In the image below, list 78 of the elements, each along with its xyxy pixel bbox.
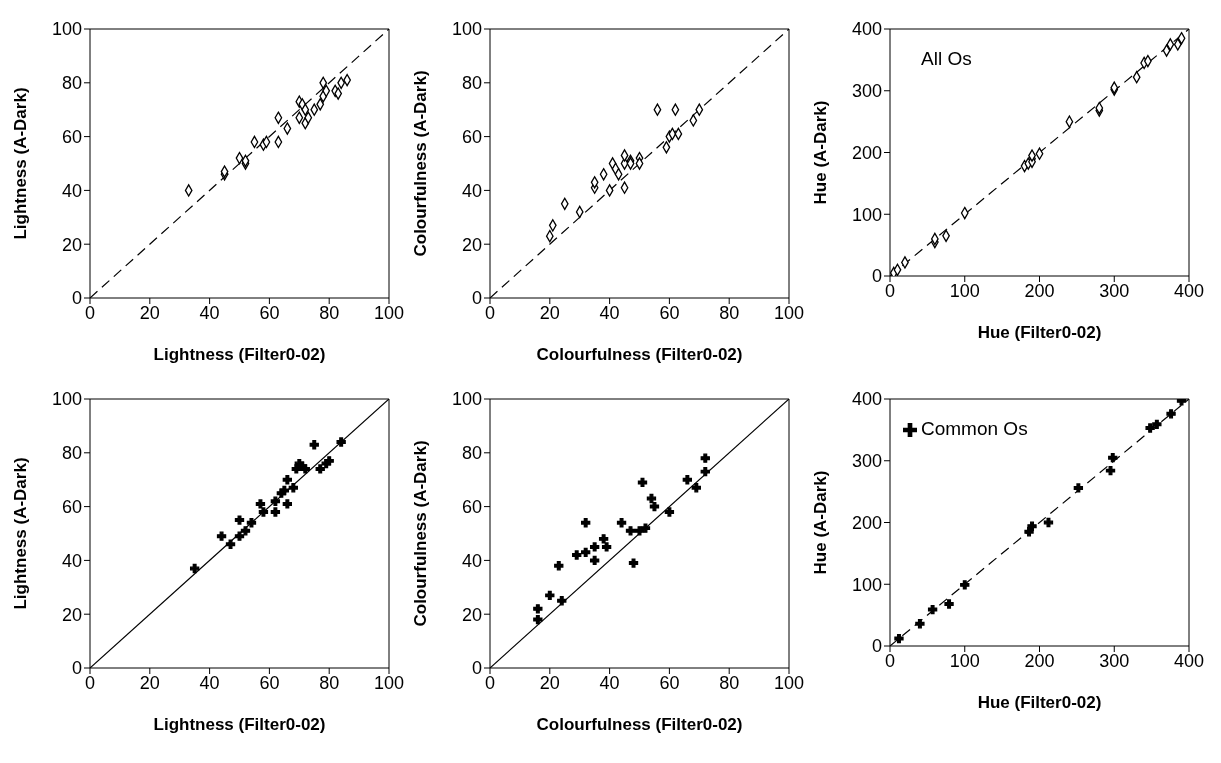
y-tick-label: 400 [851,19,882,40]
y-tick-label: 60 [61,496,82,517]
y-tick-label: 100 [451,19,482,40]
x-tick-label: 80 [319,672,340,693]
x-tick-label: 80 [719,302,740,323]
y-tick-label: 300 [851,81,882,102]
x-tick-label: 300 [1099,650,1130,671]
y-axis-title: Hue (A-Dark) [811,470,831,575]
text: All Os [921,48,972,69]
y-tick-label: 80 [461,443,482,464]
y-tick-label: 100 [851,204,882,225]
y-tick-label: 40 [461,180,482,201]
x-tick-label: 40 [199,302,220,323]
y-axis-title: Hue (A-Dark) [811,100,831,205]
y-tick-label: 200 [851,512,882,533]
y-tick-label: 200 [851,142,882,163]
y-tick-label: 40 [61,180,82,201]
y-tick-label: 20 [61,604,82,625]
x-tick-label: 400 [1173,280,1205,301]
legend-label: Common Os [921,418,1028,439]
y-tick-label: 0 [871,636,882,657]
x-tick-label: 40 [599,672,620,693]
y-tick-label: 80 [461,73,482,94]
y-tick-label: 40 [61,550,82,571]
x-axis-title: Lightness (Filter0-02) [153,345,326,364]
y-tick-label: 20 [461,234,482,255]
x-tick-label: 100 [773,672,805,693]
y-tick-label: 100 [51,19,82,40]
x-tick-label: 0 [84,302,96,323]
y-tick-label: 60 [61,126,82,147]
x-axis-title: Colourfulness (Filter0-02) [536,715,743,734]
y-tick-label: 0 [871,266,882,287]
x-tick-label: 20 [539,672,560,693]
x-axis-title: Lightness (Filter0-02) [153,715,326,734]
x-tick-label: 100 [773,302,805,323]
y-tick-label: 80 [61,443,82,464]
x-tick-label: 40 [199,672,220,693]
x-tick-label: 0 [84,672,96,693]
y-tick-label: 20 [461,604,482,625]
x-tick-label: 80 [719,672,740,693]
y-axis-title: Colourfulness (A-Dark) [411,70,431,257]
x-tick-label: 200 [1024,650,1055,671]
y-tick-label: 80 [61,73,82,94]
x-tick-label: 100 [373,302,405,323]
y-axis-title: Lightness (A-Dark) [11,457,31,610]
y-axis-title: Colourfulness (A-Dark) [411,440,431,627]
y-tick-label: 60 [461,496,482,517]
y-tick-label: 40 [461,550,482,571]
y-tick-label: 100 [51,389,82,410]
x-tick-label: 40 [599,302,620,323]
x-tick-label: 60 [659,672,680,693]
x-tick-label: 0 [484,302,496,323]
x-axis-title: Colourfulness (Filter0-02) [536,345,743,364]
x-tick-label: 0 [884,280,896,301]
x-tick-label: 20 [139,302,160,323]
x-tick-label: 60 [659,302,680,323]
x-tick-label: 100 [373,672,405,693]
x-tick-label: 0 [884,650,896,671]
y-axis-title: Lightness (A-Dark) [11,87,31,240]
x-tick-label: 80 [319,302,340,323]
x-tick-label: 60 [259,302,280,323]
y-tick-label: 60 [461,126,482,147]
y-tick-label: 100 [851,574,882,595]
x-axis-title: Hue (Filter0-02) [977,323,1102,342]
x-tick-label: 400 [1173,650,1205,671]
y-tick-label: 100 [451,389,482,410]
x-tick-label: 0 [484,672,496,693]
x-tick-label: 20 [139,672,160,693]
y-tick-label: 400 [851,389,882,410]
x-tick-label: 200 [1024,280,1055,301]
x-tick-label: 300 [1099,280,1130,301]
x-axis-title: Hue (Filter0-02) [977,693,1102,712]
x-tick-label: 60 [259,672,280,693]
y-tick-label: 300 [851,451,882,472]
x-tick-label: 100 [949,650,980,671]
x-tick-label: 20 [539,302,560,323]
x-tick-label: 100 [949,280,980,301]
y-tick-label: 20 [61,234,82,255]
